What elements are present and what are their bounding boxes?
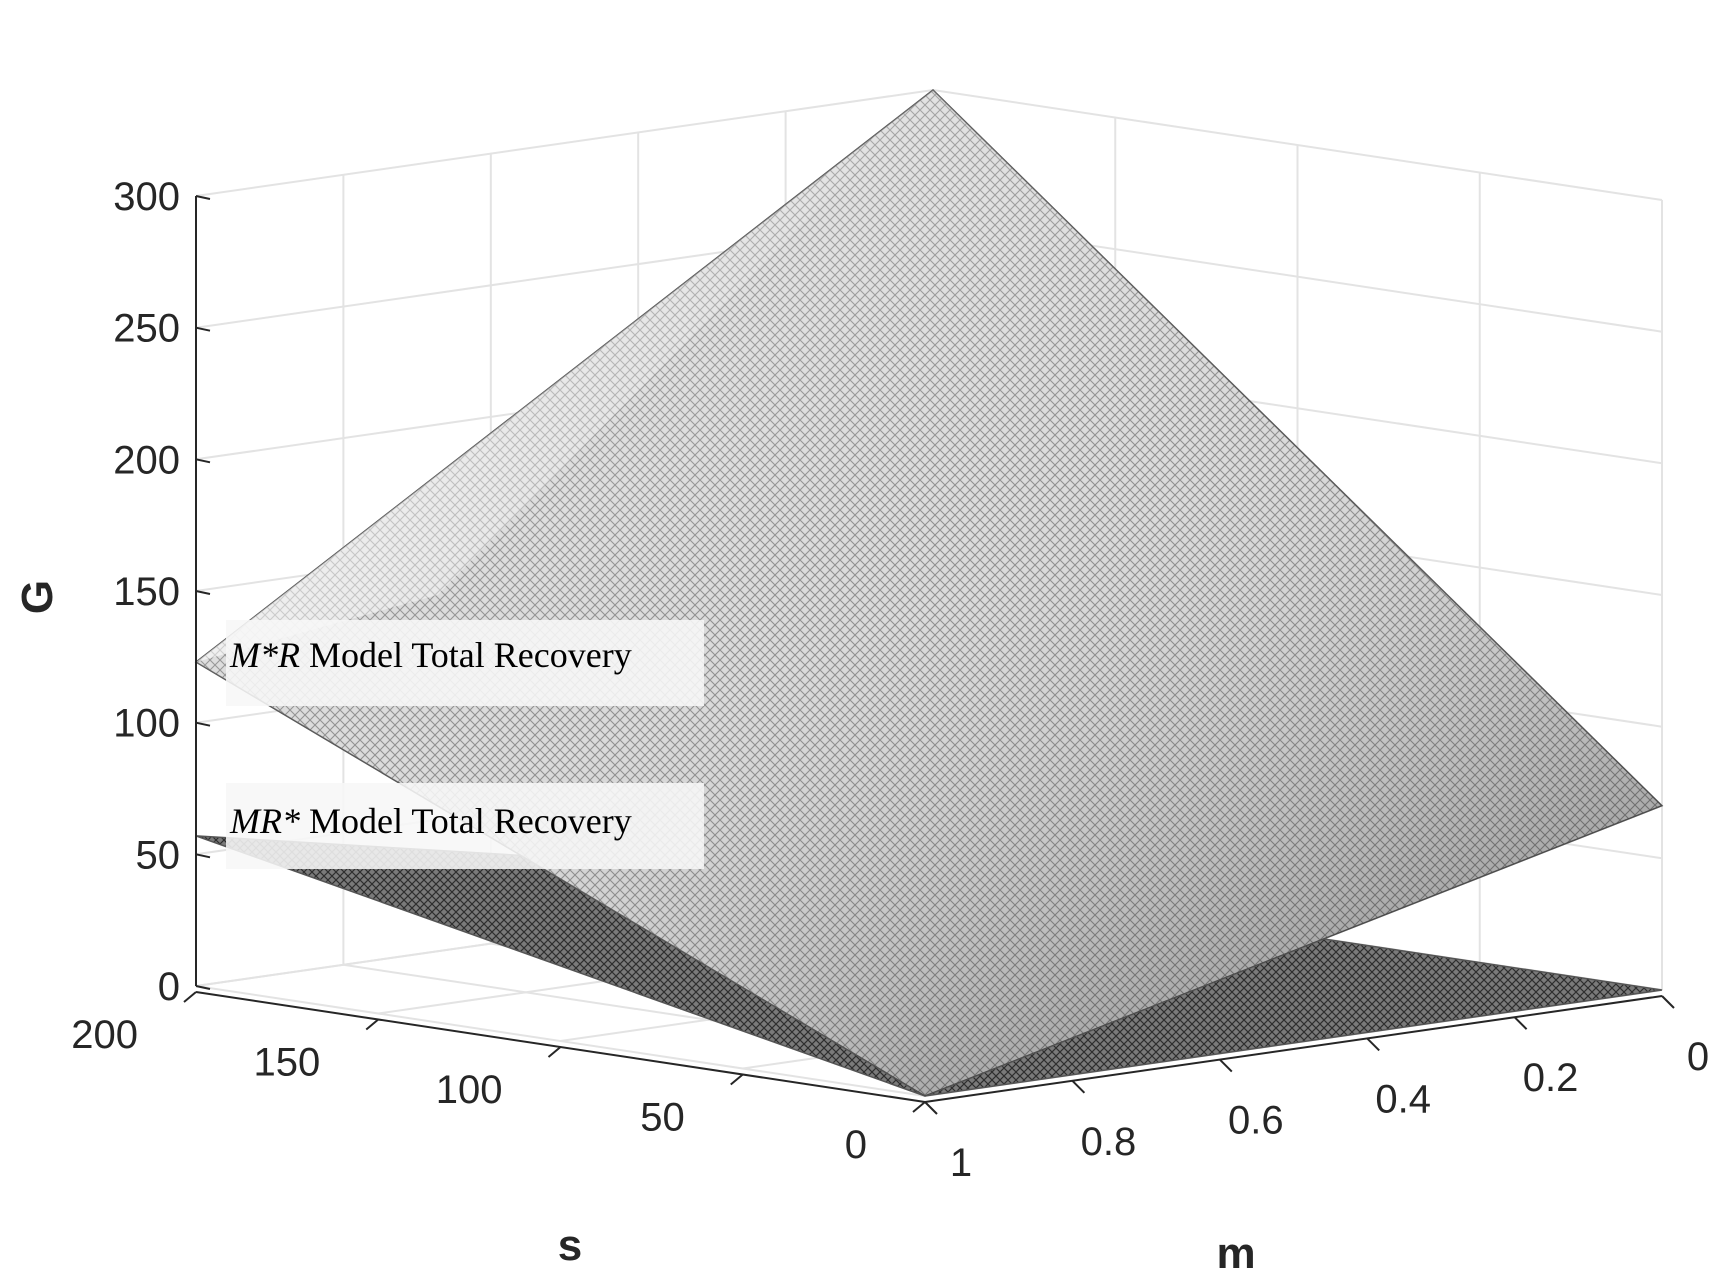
x-tick-label: 50 [640,1096,685,1140]
y-tick-label: 0.2 [1523,1056,1579,1100]
y-tick [1071,1080,1086,1094]
y-tick [1661,995,1675,1009]
z-tick-label: 150 [113,570,180,614]
z-tick-label: 100 [113,702,180,746]
svg-text:MR* Model Total Recovery: MR* Model Total Recovery [229,801,632,841]
z-tick [195,458,211,464]
floor-grid-line [195,985,926,1097]
z-tick [195,853,211,859]
y-tick [1366,1037,1380,1052]
z-tick-label: 300 [113,175,180,219]
x-tick [365,1018,379,1031]
x-tick [547,1046,562,1058]
y-tick-label: 0 [1687,1035,1709,1079]
svg-text:M*R Model Total Recovery: M*R Model Total Recovery [229,635,632,675]
z-tick [195,721,211,727]
z-tick [195,590,211,595]
z-tick [195,326,211,332]
z-tick [195,985,211,990]
annotation-lower: MR* Model Total Recovery [226,783,704,869]
annotation-upper-italic: M*R [229,635,300,675]
annotation-lower-text: Model Total Recovery [300,801,632,841]
x-tick-label: 100 [436,1068,503,1112]
y-tick-label: 0.4 [1375,1077,1431,1121]
z-axis-label: G [13,580,62,614]
surface-upper [194,89,1664,1097]
annotation-upper-text: Model Total Recovery [300,635,632,675]
x-tick-label: 0 [845,1123,867,1167]
x-tick [912,1101,926,1113]
z-tick-label: 250 [113,307,180,351]
annotation-lower-italic: MR* [229,801,300,841]
x-tick [730,1073,744,1086]
surface-upper-highlight [196,90,933,663]
y-axis-line [924,995,1663,1103]
x-axis-label: s [558,1221,582,1270]
z-tick [195,195,211,200]
z-tick-label: 50 [136,833,181,877]
z-tick-label: 200 [113,438,180,482]
y-axis-label: m [1216,1229,1255,1278]
x-tick-label: 200 [71,1013,138,1057]
x-tick-label: 150 [254,1041,321,1085]
y-tick-label: 1 [950,1141,972,1185]
y-tick [924,1101,938,1115]
annotation-upper: M*R Model Total Recovery [226,620,704,706]
tick-group: 0 50 100 150 200 250 300 0 50 100 150 200 0 0.2 0.4 0.6… [71,175,1709,1185]
x-tick [183,991,197,1003]
y-tick-label: 0.8 [1081,1120,1137,1164]
y-tick [1513,1016,1528,1030]
z-tick-label: 0 [158,965,180,1009]
y-tick [1219,1058,1233,1073]
y-tick-label: 0.6 [1228,1099,1284,1143]
